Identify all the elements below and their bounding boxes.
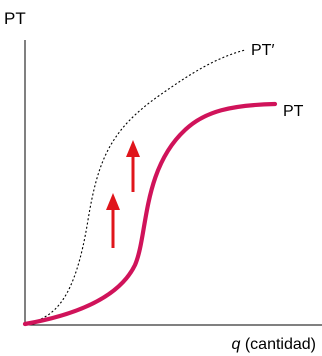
series-pt-prime-line	[24, 49, 246, 325]
x-axis-unit: (cantidad)	[240, 336, 316, 353]
x-axis-label: q (cantidad)	[232, 336, 317, 353]
shift-arrow-left	[106, 193, 120, 248]
shift-arrow-right	[126, 140, 140, 192]
series-pt-label: PT	[283, 103, 304, 120]
x-axis-variable: q	[232, 336, 241, 353]
series-pt-line	[22, 101, 278, 327]
series-pt-prime-label: PT′	[251, 42, 274, 59]
y-axis-label: PT	[4, 9, 26, 28]
